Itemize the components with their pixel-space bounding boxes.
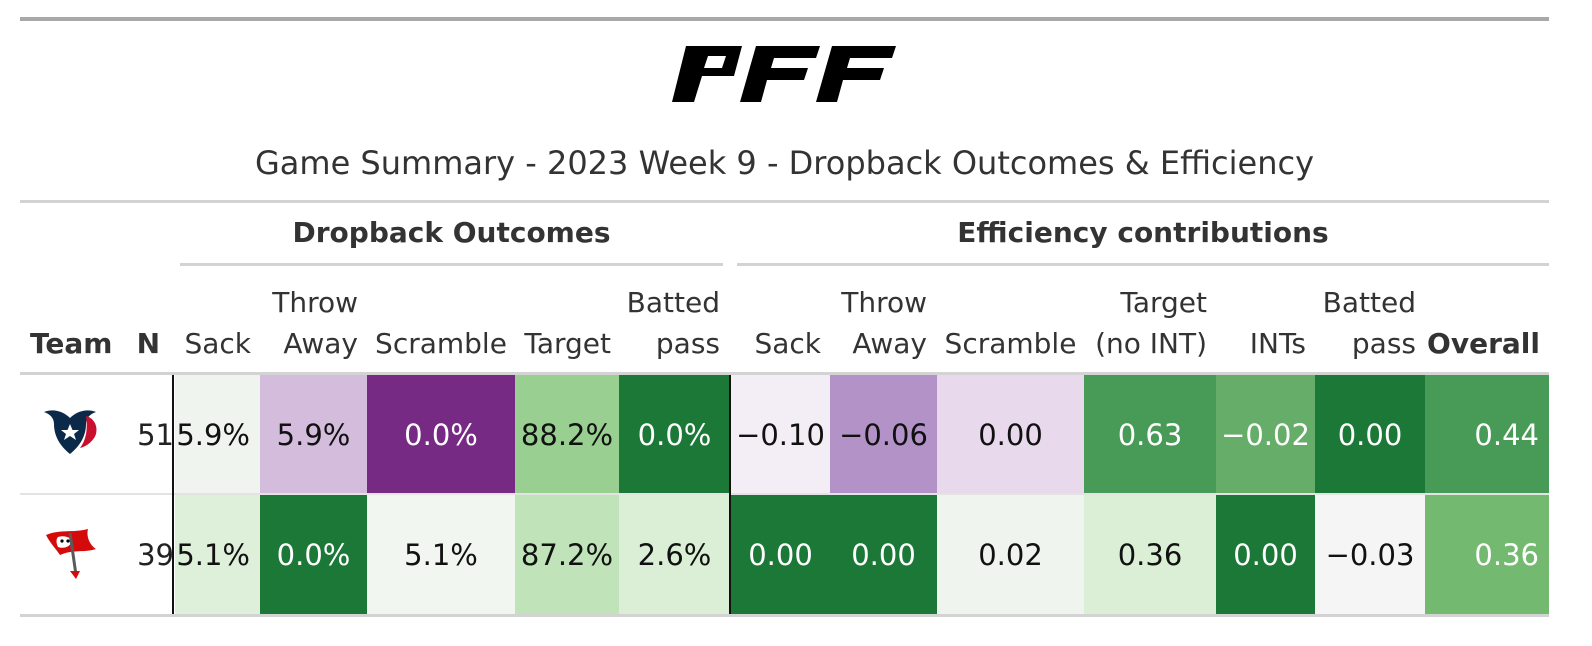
title-rule — [20, 200, 1549, 203]
divider-team-outcomes — [172, 375, 174, 614]
cell-n: 39 — [137, 537, 174, 572]
spanner-line-outcomes — [180, 263, 723, 266]
spanner-efficiency: Efficiency contributions — [957, 216, 1329, 249]
table-row: 51 5.9% 5.9% 0.0% 88.2% 0.0% −0.10 −0.06… — [20, 375, 1549, 494]
cell-out-batted-pass: 2.6% — [619, 495, 730, 614]
cell-out-target: 88.2% — [515, 375, 619, 494]
table-row: 39 5.1% 0.0% 5.1% 87.2% 2.6% 0.00 0.00 0… — [20, 495, 1549, 614]
col-eff-sack: Sack — [754, 327, 821, 360]
col-eff-throw-away: Throw Away — [841, 286, 927, 360]
header-rule — [20, 372, 1549, 375]
cell-out-scramble: 0.0% — [367, 375, 515, 494]
cell-out-throw-away: 0.0% — [260, 495, 367, 614]
tampa-bay-buccaneers-logo-icon — [38, 523, 102, 583]
cell-overall: 0.36 — [1425, 495, 1549, 614]
cell-eff-target: 0.63 — [1084, 375, 1216, 494]
pff-logo — [672, 46, 896, 102]
cell-eff-throw-away: −0.06 — [830, 375, 937, 494]
cell-out-throw-away: 5.9% — [260, 375, 367, 494]
bottom-rule — [20, 614, 1549, 617]
row-separator — [20, 493, 1549, 495]
cell-eff-scramble: 0.00 — [937, 375, 1084, 494]
cell-eff-sack: 0.00 — [731, 495, 830, 614]
top-rule — [20, 17, 1549, 21]
cell-eff-ints: 0.00 — [1216, 495, 1315, 614]
cell-eff-target: 0.36 — [1084, 495, 1216, 614]
cell-out-sack: 5.1% — [175, 495, 260, 614]
cell-eff-sack: −0.10 — [731, 375, 830, 494]
col-out-sack: Sack — [184, 327, 251, 360]
col-out-batted-pass: Batted pass — [626, 286, 720, 360]
col-eff-ints: INTs — [1249, 327, 1306, 360]
cell-out-batted-pass: 0.0% — [619, 375, 730, 494]
cell-eff-batted-pass: 0.00 — [1315, 375, 1425, 494]
houston-texans-logo-icon — [38, 403, 102, 461]
spanner-dropback-outcomes: Dropback Outcomes — [292, 216, 611, 249]
spanner-line-efficiency — [737, 263, 1549, 266]
col-team: Team — [30, 327, 113, 360]
col-eff-batted-pass: Batted pass — [1322, 286, 1416, 360]
col-n: N — [136, 327, 160, 360]
col-eff-target: Target (no INT) — [1095, 286, 1207, 360]
col-eff-scramble: Scramble — [944, 327, 1077, 360]
cell-overall: 0.44 — [1425, 375, 1549, 494]
cell-eff-throw-away: 0.00 — [830, 495, 937, 614]
col-out-target: Target — [524, 327, 611, 360]
cell-out-scramble: 5.1% — [367, 495, 515, 614]
cell-n: 51 — [137, 417, 174, 452]
cell-eff-batted-pass: −0.03 — [1315, 495, 1425, 614]
col-out-throw-away: Throw Away — [272, 286, 358, 360]
col-out-scramble: Scramble — [375, 327, 507, 360]
cell-out-target: 87.2% — [515, 495, 619, 614]
cell-eff-scramble: 0.02 — [937, 495, 1084, 614]
col-overall: Overall — [1427, 327, 1540, 360]
cell-out-sack: 5.9% — [175, 375, 260, 494]
cell-eff-ints: −0.02 — [1216, 375, 1315, 494]
page-title: Game Summary - 2023 Week 9 - Dropback Ou… — [254, 144, 1315, 182]
divider-outcomes-efficiency — [729, 375, 731, 614]
